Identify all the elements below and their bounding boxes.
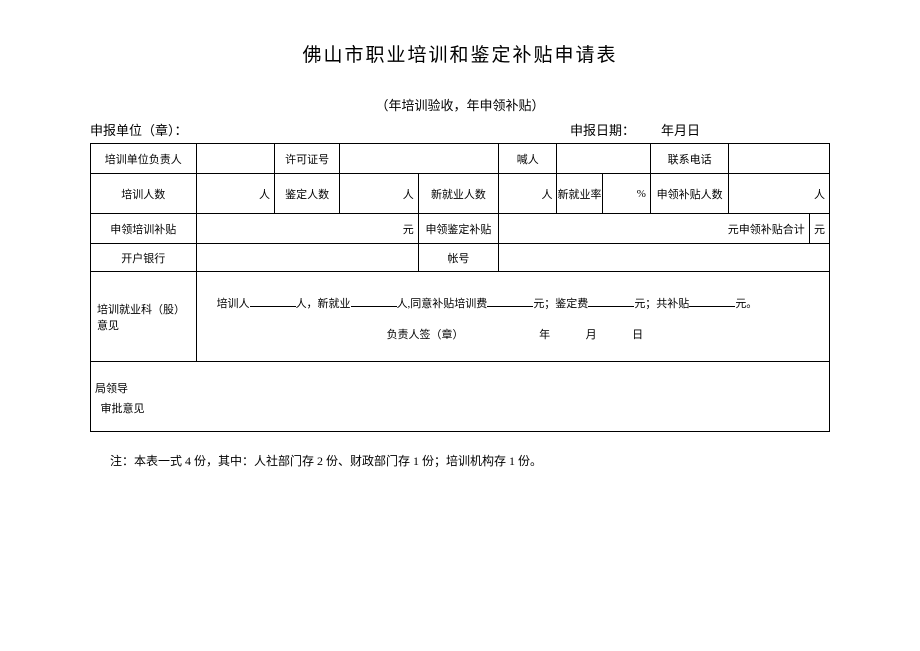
op-year: 年 [539, 329, 550, 341]
application-table: 培训单位负责人 许可证号 喊人 联系电话 培训人数 人 鉴定人数 人 新就业人数… [90, 143, 830, 432]
cell-phone-label: 联系电话 [650, 144, 728, 174]
date-label: 申报日期： [570, 123, 635, 138]
page-subtitle: （年培训验收，年申领补贴） [90, 95, 830, 114]
page-title: 佛山市职业培训和鉴定补贴申请表 [90, 40, 830, 67]
cell-unit-person: 人 [196, 174, 274, 214]
cell-unit-yuan: 元 [809, 214, 829, 244]
table-row: 培训人数 人 鉴定人数 人 新就业人数 人 新就业率 % 申领补贴人数 人 [91, 174, 830, 214]
cell-unit-person: 人 [499, 174, 557, 214]
cell-assess-subsidy-label: 申领鉴定补贴 [418, 214, 498, 244]
op-t4: 元；鉴定费 [533, 298, 588, 310]
blank-line [250, 295, 296, 307]
op-day: 日 [632, 329, 643, 341]
cell-person-label: 喊人 [499, 144, 557, 174]
cell-blank [340, 144, 499, 174]
table-row: 培训单位负责人 许可证号 喊人 联系电话 [91, 144, 830, 174]
cell-assess-count-label: 鉴定人数 [274, 174, 339, 214]
cell-bank-label: 开户银行 [91, 244, 197, 272]
blank-line [351, 295, 397, 307]
cell-account-label: 帐号 [418, 244, 498, 272]
cell-dept-opinion-body: 培训人人，新就业人,同意补贴培训费元；鉴定费元；共补贴元。 负责人签（章） 年 … [196, 272, 829, 362]
cell-subsidy-total: 元申领补贴合计 [499, 214, 810, 244]
op-month: 月 [586, 329, 597, 341]
date-value: 年月日 [661, 123, 700, 138]
cell-train-count-label: 培训人数 [91, 174, 197, 214]
cell-blank [196, 244, 418, 272]
cell-unit-yuan: 元 [196, 214, 418, 244]
cell-unit-person: 人 [340, 174, 418, 214]
table-row: 局领导 审批意见 [91, 362, 830, 432]
header-row: 申报单位（章）： 申报日期： 年月日 [90, 120, 830, 139]
cell-unit-person: 人 [729, 174, 830, 214]
cell-blank [499, 244, 830, 272]
cell-license-label: 许可证号 [274, 144, 339, 174]
table-row: 开户银行 帐号 [91, 244, 830, 272]
cell-dept-opinion-label: 培训就业科（股）意见 [91, 272, 197, 362]
op-t3: 人,同意补贴培训费 [397, 298, 488, 310]
op-sig: 负责人签（章） [387, 329, 464, 341]
cell-blank [196, 144, 274, 174]
op-t5: 元；共补贴 [634, 298, 689, 310]
cell-blank [729, 144, 830, 174]
table-row: 申领培训补贴 元 申领鉴定补贴 元申领补贴合计 元 [91, 214, 830, 244]
cell-unit-head: 培训单位负责人 [91, 144, 197, 174]
blank-line [487, 295, 533, 307]
leader-l2: 审批意见 [101, 403, 145, 415]
blank-line [588, 295, 634, 307]
table-row: 培训就业科（股）意见 培训人 人，新就业 人,同意补贴培训费 元；鉴定费 元；共补贴 元。… [91, 272, 830, 362]
op-t2: 人，新就业 [296, 298, 351, 310]
op-t6: 元。 [735, 298, 757, 310]
cell-leader-opinion: 局领导 审批意见 [91, 362, 830, 432]
cell-newjob-rate-label: 新就业率 [557, 174, 602, 214]
blank-line [689, 295, 735, 307]
unit-label: 申报单位（章）： [90, 123, 188, 138]
leader-l1: 局领导 [95, 383, 128, 395]
cell-newjob-count-label: 新就业人数 [418, 174, 498, 214]
cell-train-subsidy-label: 申领培训补贴 [91, 214, 197, 244]
cell-unit-percent: % [602, 174, 650, 214]
op-t1: 培训人 [217, 298, 250, 310]
cell-subsidy-count-label: 申领补贴人数 [650, 174, 728, 214]
cell-blank [557, 144, 651, 174]
footer-note: 注：本表一式 4 份，其中：人社部门存 2 份、财政部门存 1 份；培训机构存 … [90, 452, 830, 469]
